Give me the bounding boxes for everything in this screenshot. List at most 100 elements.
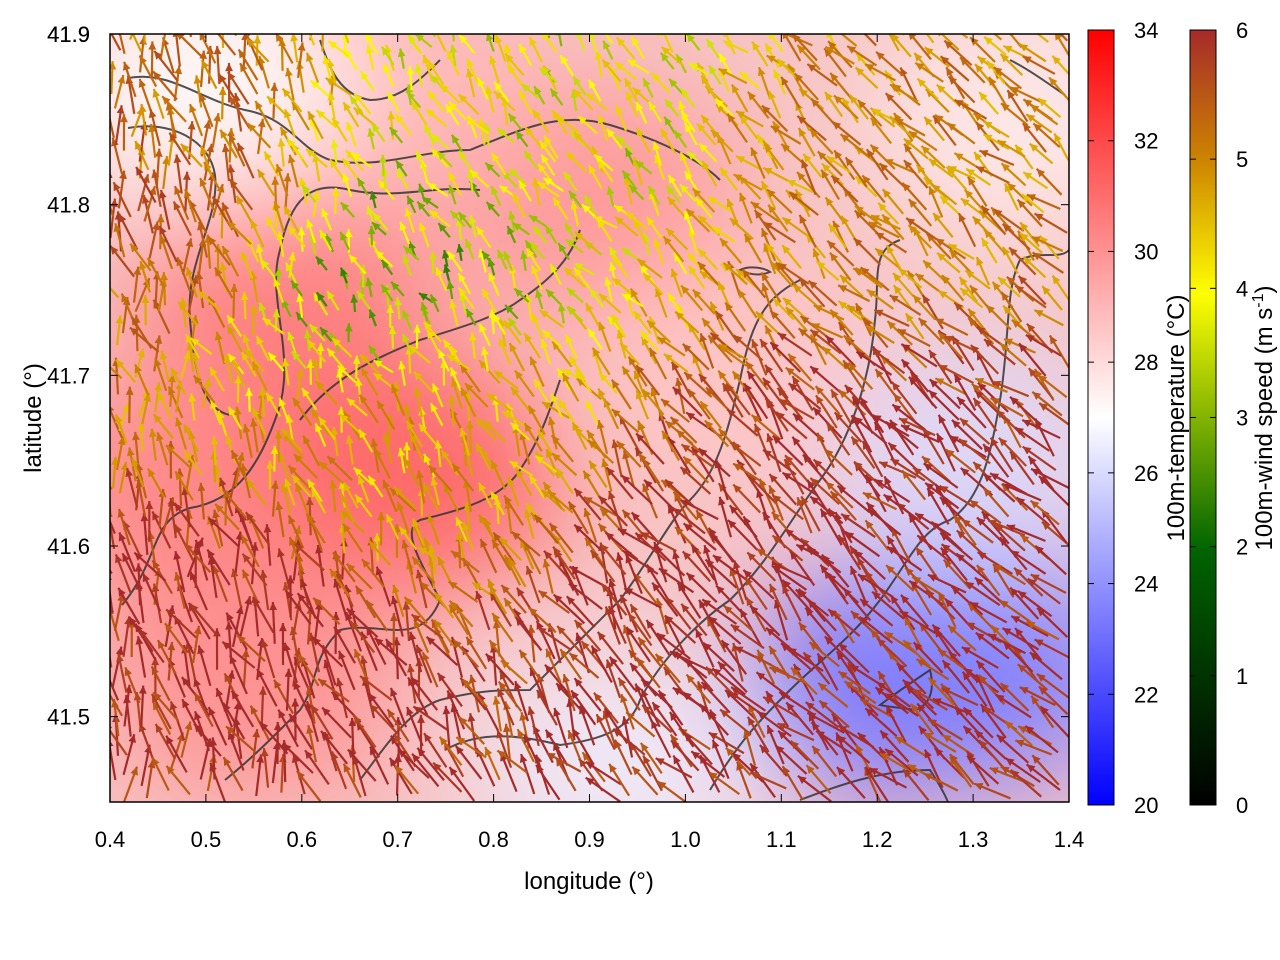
wind-arrow — [416, 200, 431, 217]
wind-arrow — [333, 626, 356, 664]
wind-arrow — [806, 63, 838, 87]
wind-arrow — [766, 433, 782, 473]
wind-arrow — [983, 338, 1016, 366]
wind-arrow — [489, 591, 513, 627]
wind-arrow — [234, 452, 245, 487]
wind-arrow — [607, 605, 627, 645]
colorbar-tick-label: 28 — [1134, 350, 1158, 375]
wind-arrow — [782, 297, 807, 320]
wind-arrow — [802, 153, 823, 178]
wind-arrow — [380, 283, 394, 302]
wind-arrow — [789, 550, 816, 587]
wind-arrow — [776, 387, 804, 420]
wind-arrow — [1022, 171, 1049, 190]
wind-arrow — [287, 225, 306, 248]
wind-arrow — [1029, 651, 1063, 681]
x-axis-label: longitude (°) — [524, 868, 654, 895]
wind-arrow — [789, 739, 820, 770]
wind-arrow — [651, 581, 679, 617]
wind-arrow — [486, 34, 495, 52]
wind-arrow — [743, 233, 763, 264]
wind-arrow — [502, 723, 512, 762]
wind-arrow — [1022, 55, 1056, 75]
wind-arrow — [1037, 374, 1068, 399]
wind-arrow — [607, 490, 623, 530]
wind-arrow — [747, 474, 778, 506]
wind-arrow — [468, 332, 477, 360]
wind-arrow — [976, 551, 1013, 575]
wind-arrow — [407, 34, 423, 55]
wind-arrow — [496, 688, 515, 726]
wind-arrow — [265, 216, 281, 241]
wind-arrow — [865, 324, 895, 345]
wind-arrow — [367, 475, 384, 498]
wind-arrow — [970, 344, 1000, 375]
wind-arrow — [447, 395, 456, 426]
wind-arrow — [945, 448, 976, 474]
wind-arrow — [377, 511, 386, 546]
wind-arrow — [896, 662, 927, 695]
wind-arrow — [439, 83, 461, 104]
wind-arrow — [854, 66, 879, 89]
wind-arrow — [959, 56, 986, 84]
wind-arrow — [221, 202, 240, 238]
wind-arrow — [738, 192, 753, 224]
wind-arrow — [902, 34, 905, 36]
wind-arrow — [307, 110, 324, 140]
wind-arrow — [277, 709, 299, 748]
wind-arrow — [523, 150, 538, 170]
wind-arrow — [396, 501, 410, 534]
wind-arrow — [198, 92, 214, 128]
wind-arrow — [684, 170, 700, 193]
wind-arrow — [680, 110, 696, 133]
wind-arrow — [416, 469, 426, 504]
wind-arrow — [535, 289, 544, 310]
wind-arrow — [768, 583, 788, 621]
wind-arrow — [209, 366, 225, 392]
wind-arrow — [874, 686, 909, 715]
wind-arrow — [555, 115, 580, 134]
wind-arrow — [536, 428, 554, 456]
wind-arrow — [254, 100, 273, 131]
colorbar-tick-label: 6 — [1236, 18, 1248, 43]
wind-arrow — [448, 580, 479, 603]
wind-arrow — [718, 496, 733, 538]
wind-arrow — [91, 2, 106, 35]
wind-arrow — [701, 598, 738, 625]
wind-arrow — [775, 261, 800, 291]
wind-arrow — [489, 55, 500, 83]
wind-arrow — [639, 330, 659, 352]
wind-arrow — [859, 396, 885, 434]
wind-arrow — [386, 708, 410, 743]
wind-arrow — [824, 448, 853, 476]
wind-arrow — [174, 524, 195, 562]
wind-arrow — [656, 780, 688, 802]
x-tick-label: 0.6 — [287, 827, 318, 852]
wind-arrow — [922, 259, 948, 284]
wind-arrow — [651, 701, 678, 737]
wind-arrow — [237, 48, 259, 81]
wind-arrow — [883, 631, 917, 655]
wind-arrow — [890, 457, 926, 482]
wind-arrow — [876, 681, 912, 708]
wind-arrow — [138, 78, 153, 114]
wind-arrow — [772, 297, 795, 321]
wind-arrow — [718, 67, 748, 85]
wind-arrow — [438, 736, 463, 766]
wind-arrow — [992, 208, 1025, 232]
wind-arrow — [425, 636, 459, 667]
wind-arrow — [450, 550, 480, 574]
wind-arrow — [125, 386, 134, 424]
wind-arrow — [250, 418, 259, 453]
wind-arrow — [824, 45, 855, 65]
wind-arrow — [936, 432, 956, 472]
wind-arrow — [731, 370, 755, 400]
wind-arrow — [762, 377, 788, 411]
wind-arrow — [682, 522, 717, 551]
wind-arrow — [925, 589, 956, 620]
wind-arrow — [241, 553, 268, 587]
wind-arrow — [507, 112, 523, 131]
wind-arrow — [500, 659, 528, 685]
wind-arrow — [901, 182, 928, 211]
wind-arrow — [659, 52, 675, 70]
